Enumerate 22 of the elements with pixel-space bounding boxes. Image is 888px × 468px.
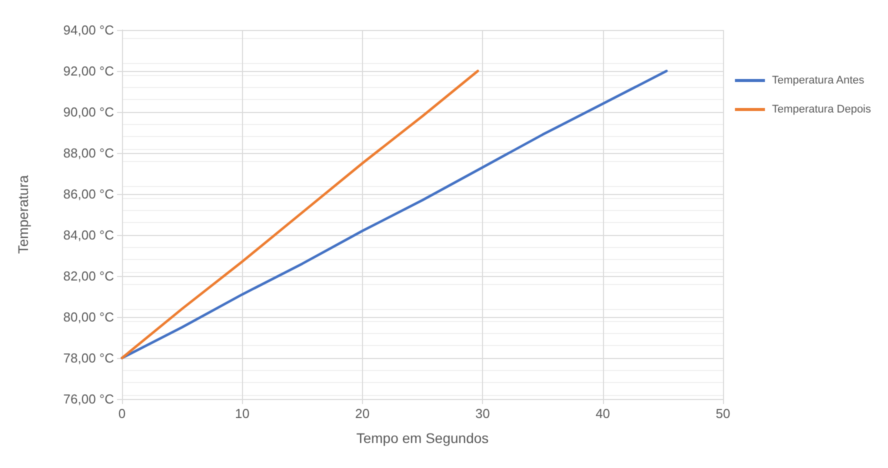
y-tick-label: 82,00 °C xyxy=(63,268,114,284)
x-tick-label: 10 xyxy=(234,406,250,421)
y-tick-label: 90,00 °C xyxy=(63,104,114,120)
y-tick-label: 88,00 °C xyxy=(63,146,114,160)
line-series xyxy=(120,70,480,360)
y-tick-label: 80,00 °C xyxy=(63,310,114,324)
y-tick-label: 78,00 °C xyxy=(63,350,114,366)
y-tick-label: 94,00 °C xyxy=(63,22,114,38)
x-tick-label: 50 xyxy=(716,406,730,421)
x-tick-label: 0 xyxy=(118,406,126,421)
legend-label: Temperatura Antes xyxy=(772,74,865,86)
line-series xyxy=(120,70,668,360)
x-tick-label: 40 xyxy=(596,406,610,421)
x-axis-title: Tempo em Segundos xyxy=(356,430,489,446)
legend-label: Temperatura Depois xyxy=(772,104,872,116)
y-tick-label: 84,00 °C xyxy=(63,228,114,242)
y-tick-label: 86,00 °C xyxy=(63,186,114,202)
x-tick-label: 30 xyxy=(475,406,490,421)
y-axis-title: Temperatura xyxy=(15,174,31,254)
y-tick-label: 92,00 °C xyxy=(63,64,114,78)
x-tick-label: 20 xyxy=(355,406,370,421)
y-tick-label: 76,00 °C xyxy=(63,392,114,406)
